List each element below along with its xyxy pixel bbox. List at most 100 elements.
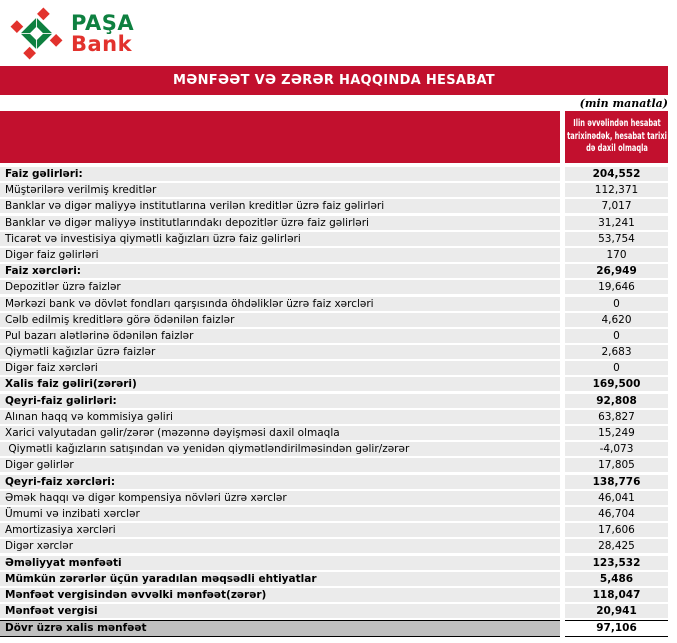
row-value: 170 (565, 247, 668, 262)
row-value: 138,776 (565, 474, 668, 489)
row-value: 7,017 (565, 199, 668, 214)
row-value: 5,486 (565, 571, 668, 586)
row-label: Dövr üzrə xalis mənfəət (0, 620, 560, 638)
row-value: 46,704 (565, 506, 668, 521)
table-row: Xarici valyutadan gəlir/zərər (məzənnə d… (0, 426, 668, 440)
table-row: Alınan haqq və kommisiya gəliri 63,827 (0, 409, 668, 424)
row-label: Faiz gəlirləri: (0, 167, 560, 181)
row-label: Banklar və digər maliyyə institutlarında… (0, 215, 560, 230)
row-value: 123,532 (565, 555, 668, 570)
row-value: 63,827 (565, 409, 668, 424)
row-label: Pul bazarı alətlərinə ödənilən faizlər (0, 328, 560, 343)
table-row: Müştərilərə verilmiş kreditlər 112,371 (0, 183, 668, 198)
logo-wordmark: PAŞA Bank (71, 13, 134, 54)
table-row: Ümumi və inzibati xərclər 46,704 (0, 506, 668, 521)
table-row: Qiymətli kağızların satışından və yenidə… (0, 442, 668, 457)
row-value: 92,808 (565, 393, 668, 408)
row-value: 46,041 (565, 490, 668, 505)
pasha-bank-logo: PAŞA Bank (10, 7, 134, 60)
row-label: Əmək haqqı və digər kompensiya növləri ü… (0, 490, 560, 505)
row-value: 31,241 (565, 215, 668, 230)
table-row: Digər gəlirlər 17,805 (0, 458, 668, 473)
row-value: 4,620 (565, 312, 668, 327)
row-label: Digər faiz xərcləri (0, 361, 560, 376)
row-value: 2,683 (565, 345, 668, 360)
row-label: Digər faiz gəlirləri (0, 247, 560, 262)
row-label: Əməliyyat mənfəəti (0, 555, 560, 570)
pasha-bank-pinwheel-icon (10, 7, 63, 60)
table-row: Qeyri-faiz xərcləri: 138,776 (0, 474, 668, 489)
row-value: 28,425 (565, 539, 668, 554)
table-row: Faiz gəlirləri: 204,552 (0, 167, 668, 181)
label-column-header (0, 111, 560, 163)
row-label: Xalis faiz gəliri(zərəri) (0, 377, 560, 392)
row-value: 0 (565, 296, 668, 311)
pnl-table-body: Faiz gəlirləri: 204,552 Müştərilərə verilm… (0, 167, 668, 639)
row-value: 19,646 (565, 280, 668, 295)
row-label: Banklar və digər maliyyə institutlarına … (0, 199, 560, 214)
row-value: -4,073 (565, 442, 668, 457)
row-label: Mərkəzi bank və dövlət fondları qarşısın… (0, 296, 560, 311)
table-row: Əmək haqqı və digər kompensiya növləri ü… (0, 490, 668, 505)
row-value: 0 (565, 361, 668, 376)
row-value: 204,552 (565, 167, 668, 181)
logo-text-bank: Bank (71, 31, 133, 56)
row-label: Qiymətli kağızların satışından və yenidə… (0, 442, 560, 457)
table-row: Mərkəzi bank və dövlət fondları qarşısın… (0, 296, 668, 311)
table-row: Banklar və digər maliyyə institutlarında… (0, 215, 668, 230)
table-row: Pul bazarı alətlərinə ödənilən faizlər 0 (0, 328, 668, 343)
table-row: Digər xərclər 28,425 (0, 539, 668, 554)
table-row: Mənfəət vergisindən əvvəlki mənfəət(zərə… (0, 587, 668, 602)
row-label: Digər gəlirlər (0, 458, 560, 473)
table-row: Depozitlər üzrə faizlər 19,646 (0, 280, 668, 295)
row-value: 26,949 (565, 264, 668, 279)
value-column-header: İlin əvvəlindən hesabat tarixinədək, hes… (565, 111, 668, 163)
logo-text-pasha: PAŞA (71, 10, 135, 35)
row-label: Qeyri-faiz gəlirləri: (0, 393, 560, 408)
report-title-bar: MƏNFƏƏT VƏ ZƏRƏR HAQQINDA HESABAT (0, 66, 668, 95)
row-label: Depozitlər üzrə faizlər (0, 280, 560, 295)
table-row: Digər faiz gəlirləri 170 (0, 247, 668, 262)
row-label: Ticarət və investisiya qiymətli kağızlar… (0, 231, 560, 246)
table-header-row: İlin əvvəlindən hesabat tarixinədək, hes… (0, 111, 668, 163)
table-row-net-profit-total: Dövr üzrə xalis mənfəət 97,106 (0, 620, 668, 638)
table-row: Banklar və digər maliyyə institutlarına … (0, 199, 668, 214)
row-label: Amortizasiya xərcləri (0, 523, 560, 538)
table-row: Cəlb edilmiş kreditlərə görə ödənilən fa… (0, 312, 668, 327)
row-label: Qiymətli kağızlar üzrə faizlər (0, 345, 560, 360)
row-value: 17,606 (565, 523, 668, 538)
table-row: Amortizasiya xərcləri 17,606 (0, 523, 668, 538)
row-label: Ümumi və inzibati xərclər (0, 506, 560, 521)
table-row: Əməliyyat mənfəəti 123,532 (0, 555, 668, 570)
row-value: 0 (565, 328, 668, 343)
table-row: Mümkün zərərlər üçün yaradılan məqsədli … (0, 571, 668, 586)
table-row: Qiymətli kağızlar üzrə faizlər 2,683 (0, 345, 668, 360)
row-label: Mümkün zərərlər üçün yaradılan məqsədli … (0, 571, 560, 586)
table-row: Xalis faiz gəliri(zərəri) 169,500 (0, 377, 668, 392)
row-value: 53,754 (565, 231, 668, 246)
table-row: Faiz xərcləri: 26,949 (0, 264, 668, 279)
row-label: Faiz xərcləri: (0, 264, 560, 279)
row-label: Digər xərclər (0, 539, 560, 554)
table-row: Mənfəət vergisi 20,941 (0, 604, 668, 619)
row-label: Mənfəət vergisindən əvvəlki mənfəət(zərə… (0, 587, 560, 602)
row-value: 118,047 (565, 587, 668, 602)
row-label: Qeyri-faiz xərcləri: (0, 474, 560, 489)
row-label: Alınan haqq və kommisiya gəliri (0, 409, 560, 424)
row-value: 15,249 (565, 426, 668, 440)
row-value: 17,805 (565, 458, 668, 473)
row-value: 97,106 (565, 620, 668, 638)
row-value: 112,371 (565, 183, 668, 198)
value-column-header-text: İlin əvvəlindən hesabat tarixinədək, hes… (566, 118, 667, 155)
row-label: Xarici valyutadan gəlir/zərər (məzənnə d… (0, 426, 560, 440)
report-title: MƏNFƏƏT VƏ ZƏRƏR HAQQINDA HESABAT (173, 73, 495, 88)
row-value: 20,941 (565, 604, 668, 619)
row-label: Müştərilərə verilmiş kreditlər (0, 183, 560, 198)
table-row: Ticarət və investisiya qiymətli kağızlar… (0, 231, 668, 246)
row-label: Cəlb edilmiş kreditlərə görə ödənilən fa… (0, 312, 560, 327)
table-row: Digər faiz xərcləri 0 (0, 361, 668, 376)
table-row: Qeyri-faiz gəlirləri: 92,808 (0, 393, 668, 408)
row-label: Mənfəət vergisi (0, 604, 560, 619)
row-value: 169,500 (565, 377, 668, 392)
